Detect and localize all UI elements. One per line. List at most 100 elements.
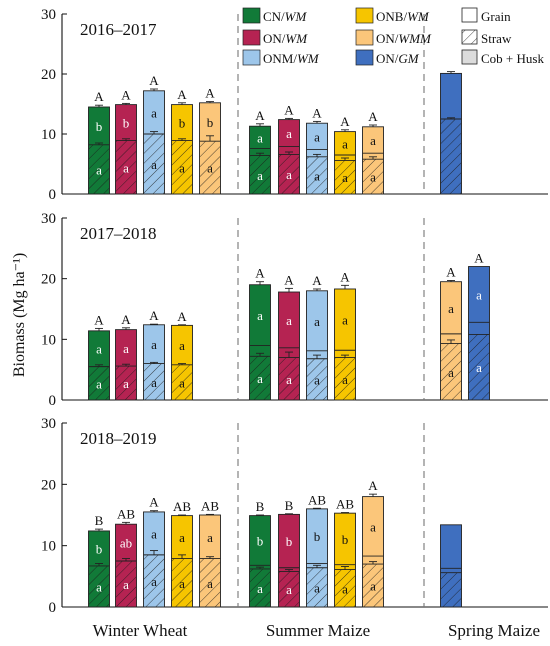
- bar-onb: Aa a: [334, 269, 356, 401]
- grain-segment: [278, 514, 300, 568]
- cob-segment: [278, 146, 300, 155]
- total-letter: A: [446, 264, 456, 279]
- bar-cn: Bb a: [88, 513, 110, 608]
- legend-label-prefix: ON/: [376, 31, 399, 46]
- y-tick-label: 0: [49, 600, 57, 616]
- bar-onwmm: Aa a: [440, 264, 462, 401]
- total-letter: A: [368, 478, 378, 493]
- y-tick-label: 10: [41, 539, 56, 555]
- grain-segment: [199, 102, 221, 142]
- straw-letter: a: [207, 576, 213, 591]
- straw-letter: a: [151, 574, 157, 589]
- y-tick-label: 30: [41, 7, 56, 23]
- straw-letter: a: [257, 168, 263, 183]
- total-letter: AB: [336, 497, 354, 512]
- bar-outline: [468, 266, 490, 401]
- total-letter: A: [312, 105, 322, 120]
- grain-segment: [306, 123, 328, 150]
- grain-letter: b: [257, 533, 264, 548]
- grain-letter: b: [96, 119, 103, 134]
- straw-letter: a: [448, 365, 454, 380]
- grain-segment: [306, 508, 328, 564]
- straw-letter: a: [314, 372, 320, 387]
- bar-on: Aa a: [278, 102, 300, 195]
- total-letter: B: [256, 499, 265, 514]
- grain-letter: a: [179, 530, 185, 545]
- straw-hatch: [306, 358, 328, 400]
- panel-title: 2018–2019: [80, 429, 157, 448]
- straw-letter: a: [314, 580, 320, 595]
- grain-letter: a: [286, 313, 292, 328]
- straw-letter: a: [179, 576, 185, 591]
- straw-hatch: [88, 565, 110, 607]
- grain-segment: [362, 126, 384, 154]
- straw-hatch: [306, 156, 328, 194]
- section-label: Summer Maize: [266, 621, 370, 640]
- bar-cn: Ab a: [88, 89, 110, 195]
- legend-swatch-cob: [461, 49, 478, 65]
- grain-letter: a: [151, 526, 157, 541]
- grain-segment: [440, 281, 462, 334]
- grain-letter: b: [96, 541, 103, 556]
- cob-segment: [440, 333, 462, 344]
- bar-onb: AB a a: [171, 499, 193, 608]
- grain-letter: b: [342, 532, 349, 547]
- grain-segment: [362, 496, 384, 557]
- grain-letter: ab: [120, 536, 132, 551]
- total-letter: A: [177, 87, 187, 102]
- bar-onb: Aa a: [171, 309, 193, 401]
- straw-letter: a: [342, 170, 348, 185]
- panel-2: 01020302017–2018AaaAaaAaaAaaAaaAaaAaaAaa…: [41, 211, 548, 409]
- straw-hatch: [249, 155, 271, 194]
- straw-letter: a: [96, 579, 102, 594]
- bar-onwmm: Aa a: [362, 478, 384, 608]
- grain-segment: [199, 515, 221, 559]
- legend-label-grain: Grain: [481, 9, 511, 24]
- straw-hatch: [334, 160, 356, 194]
- straw-hatch: [440, 343, 462, 400]
- straw-hatch: [306, 567, 328, 607]
- panel-title: 2017–2018: [80, 224, 157, 243]
- total-letter: AB: [117, 506, 135, 521]
- straw-letter: a: [286, 372, 292, 387]
- total-letter: A: [149, 73, 159, 88]
- grain-segment: [143, 90, 165, 134]
- straw-letter: a: [123, 577, 129, 592]
- grain-segment: [468, 266, 490, 323]
- grain-letter: a: [476, 287, 482, 302]
- straw-hatch: [362, 159, 384, 194]
- straw-hatch: [88, 144, 110, 194]
- total-letter: B: [285, 498, 294, 513]
- cob-segment: [249, 345, 271, 357]
- straw-letter: a: [257, 371, 263, 386]
- grain-segment: [249, 126, 271, 149]
- grain-letter: b: [314, 529, 321, 544]
- legend-label-prefix: ONB/: [376, 9, 407, 24]
- chart-root: 01020302016–2017AbaAbaAaaAbaAbaAaaAaaAaa…: [11, 7, 548, 640]
- legend-swatch-straw-hatch: [462, 30, 477, 44]
- straw-hatch: [362, 564, 384, 607]
- y-tick-label: 10: [41, 127, 56, 143]
- straw-letter: a: [314, 168, 320, 183]
- y-tick-label: 30: [41, 416, 56, 432]
- grain-segment: [278, 292, 300, 348]
- straw-hatch: [171, 558, 193, 607]
- bar-on: Ab a: [115, 87, 137, 195]
- total-letter: A: [340, 269, 350, 284]
- legend: CN/WMON/WMONM/WMONB/WMON/WMMON/GMGrainSt…: [242, 7, 544, 66]
- legend-label-onm: ONM/WM: [263, 51, 320, 66]
- total-letter: A: [177, 309, 187, 324]
- grain-letter: a: [314, 129, 320, 144]
- grain-segment: [88, 107, 110, 145]
- straw-hatch: [115, 140, 137, 194]
- legend-label-emphasis: GM: [398, 51, 419, 66]
- grain-letter: a: [370, 133, 376, 148]
- straw-letter: a: [151, 375, 157, 390]
- total-letter: A: [340, 114, 350, 129]
- panel-3: 01020302018–2019BbaABabaAaaABaaABaaBbaBb…: [41, 416, 548, 616]
- grain-segment: [171, 325, 193, 365]
- grain-letter: a: [257, 130, 263, 145]
- straw-letter: a: [286, 582, 292, 597]
- total-letter: A: [474, 251, 484, 266]
